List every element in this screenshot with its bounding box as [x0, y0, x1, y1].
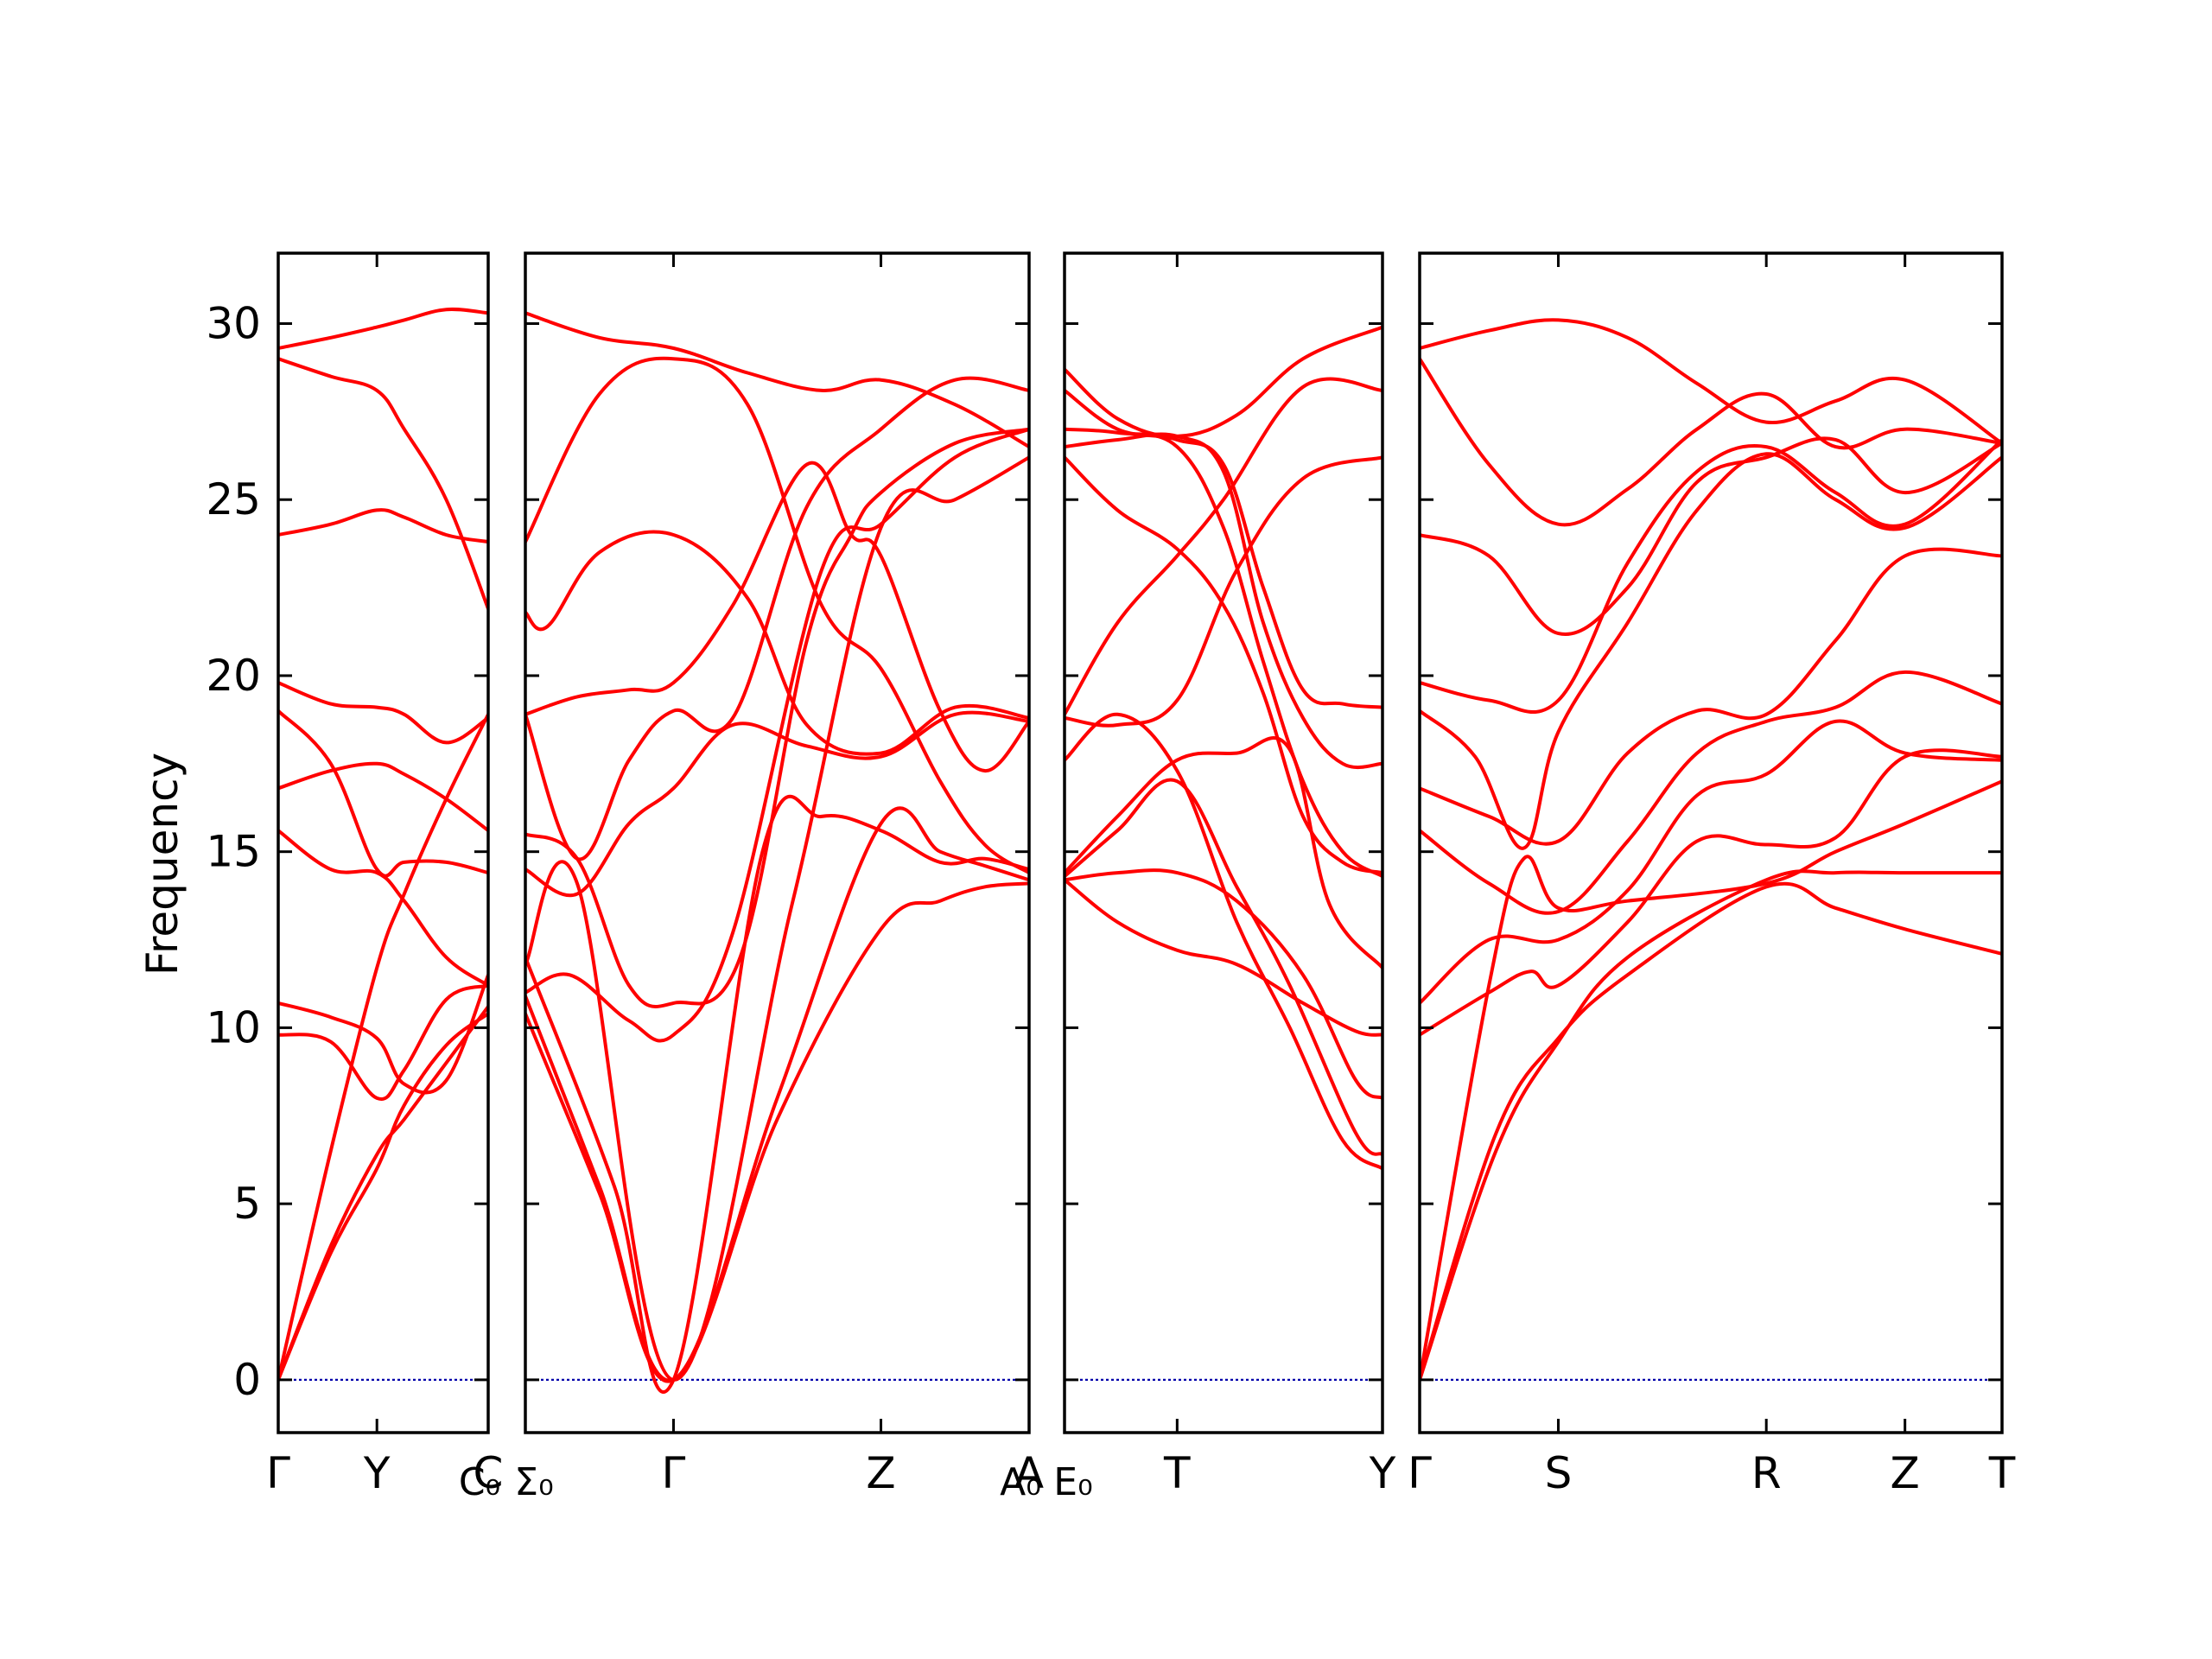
- band-line: [1065, 455, 1382, 728]
- panel-frame: [1063, 251, 1384, 1434]
- panel-frame: [276, 251, 490, 1434]
- band-line: [278, 1005, 488, 1382]
- band-line: [525, 530, 1029, 756]
- band-line: [525, 806, 1029, 1383]
- band-line: [1065, 712, 1382, 1171]
- band-line: [1420, 318, 2002, 445]
- panel-1: Γ Y CC₀ Σ₀ 0 5 10 15 20 25 30: [206, 251, 554, 1504]
- y-tick-label: 25: [206, 474, 261, 524]
- band-line: [1420, 748, 2002, 1037]
- band-line: [278, 357, 488, 611]
- band-line: [1420, 357, 2002, 527]
- band-line: [525, 710, 1029, 898]
- y-tick-label: 0: [233, 1355, 261, 1405]
- band-line: [1420, 547, 2002, 846]
- band-line: [525, 461, 1029, 772]
- band-line: [278, 508, 488, 544]
- band-line: [1065, 325, 1382, 438]
- y-tick-label: 5: [233, 1179, 261, 1229]
- panel-2: Γ Z AA₀ E₀: [524, 251, 1093, 1504]
- band-line: [1420, 452, 2002, 850]
- bands-group: [278, 307, 488, 1382]
- y-tick-label: 15: [206, 827, 261, 877]
- band-line: [525, 427, 1029, 1008]
- x-tick-label: Γ: [662, 1448, 686, 1498]
- x-tick-label: Y: [1369, 1448, 1396, 1498]
- band-line: [1065, 455, 1382, 875]
- x-tick-label: Z: [1891, 1448, 1920, 1498]
- band-line: [1420, 779, 2002, 1382]
- x-tick-label: R: [1751, 1448, 1782, 1498]
- band-line: [1420, 436, 2002, 637]
- x-tick-label: A: [1014, 1448, 1044, 1498]
- x-tick-label: Γ: [1408, 1448, 1432, 1498]
- edge-label: C₀: [459, 1460, 500, 1504]
- band-line: [1420, 670, 2002, 915]
- band-line: [278, 681, 488, 745]
- band-line: [1420, 438, 2002, 715]
- band-line: [1065, 778, 1382, 1157]
- band-line: [525, 376, 1029, 861]
- x-tick-label: T: [1988, 1448, 2016, 1498]
- band-line: [1065, 878, 1382, 1037]
- panel-frame: [524, 251, 1031, 1434]
- band-line: [278, 983, 488, 1101]
- band-line: [278, 761, 488, 833]
- band-line: [525, 356, 1029, 875]
- band-line: [278, 709, 488, 878]
- x-tick-label: Γ: [266, 1448, 290, 1498]
- bands-group: [1420, 318, 2002, 1382]
- y-tick-label: 20: [206, 651, 261, 701]
- x-tick-label: C: [474, 1448, 504, 1498]
- edge-label: E₀: [1053, 1460, 1092, 1504]
- band-line: [1065, 388, 1382, 709]
- band-line: [525, 427, 1029, 1043]
- band-line: [1420, 719, 2002, 1005]
- y-tick-label: 30: [206, 298, 261, 348]
- y-tick-label: 10: [206, 1002, 261, 1052]
- band-line: [278, 829, 488, 988]
- x-tick-label: Y: [363, 1448, 391, 1498]
- panel-frame: [1418, 251, 2004, 1434]
- band-line: [525, 881, 1029, 1382]
- x-tick-label: T: [1163, 1448, 1191, 1498]
- band-line: [1420, 881, 2002, 1382]
- edge-label: A₀: [1000, 1460, 1041, 1504]
- x-tick-label: Z: [866, 1448, 895, 1498]
- band-line: [1065, 432, 1382, 770]
- band-line: [525, 794, 1029, 1394]
- band-line: [1420, 869, 2002, 1382]
- band-line: [1065, 377, 1382, 716]
- band-line: [1065, 868, 1382, 1100]
- bands-group: [1065, 325, 1382, 1171]
- band-line: [278, 973, 488, 1095]
- band-line: [1065, 736, 1382, 970]
- edge-label: Σ₀: [514, 1460, 553, 1504]
- x-tick-label: S: [1545, 1448, 1573, 1498]
- band-line: [525, 311, 1029, 449]
- bands-group: [525, 311, 1029, 1394]
- band-line: [278, 307, 488, 350]
- y-axis-label: Frequency: [137, 753, 188, 976]
